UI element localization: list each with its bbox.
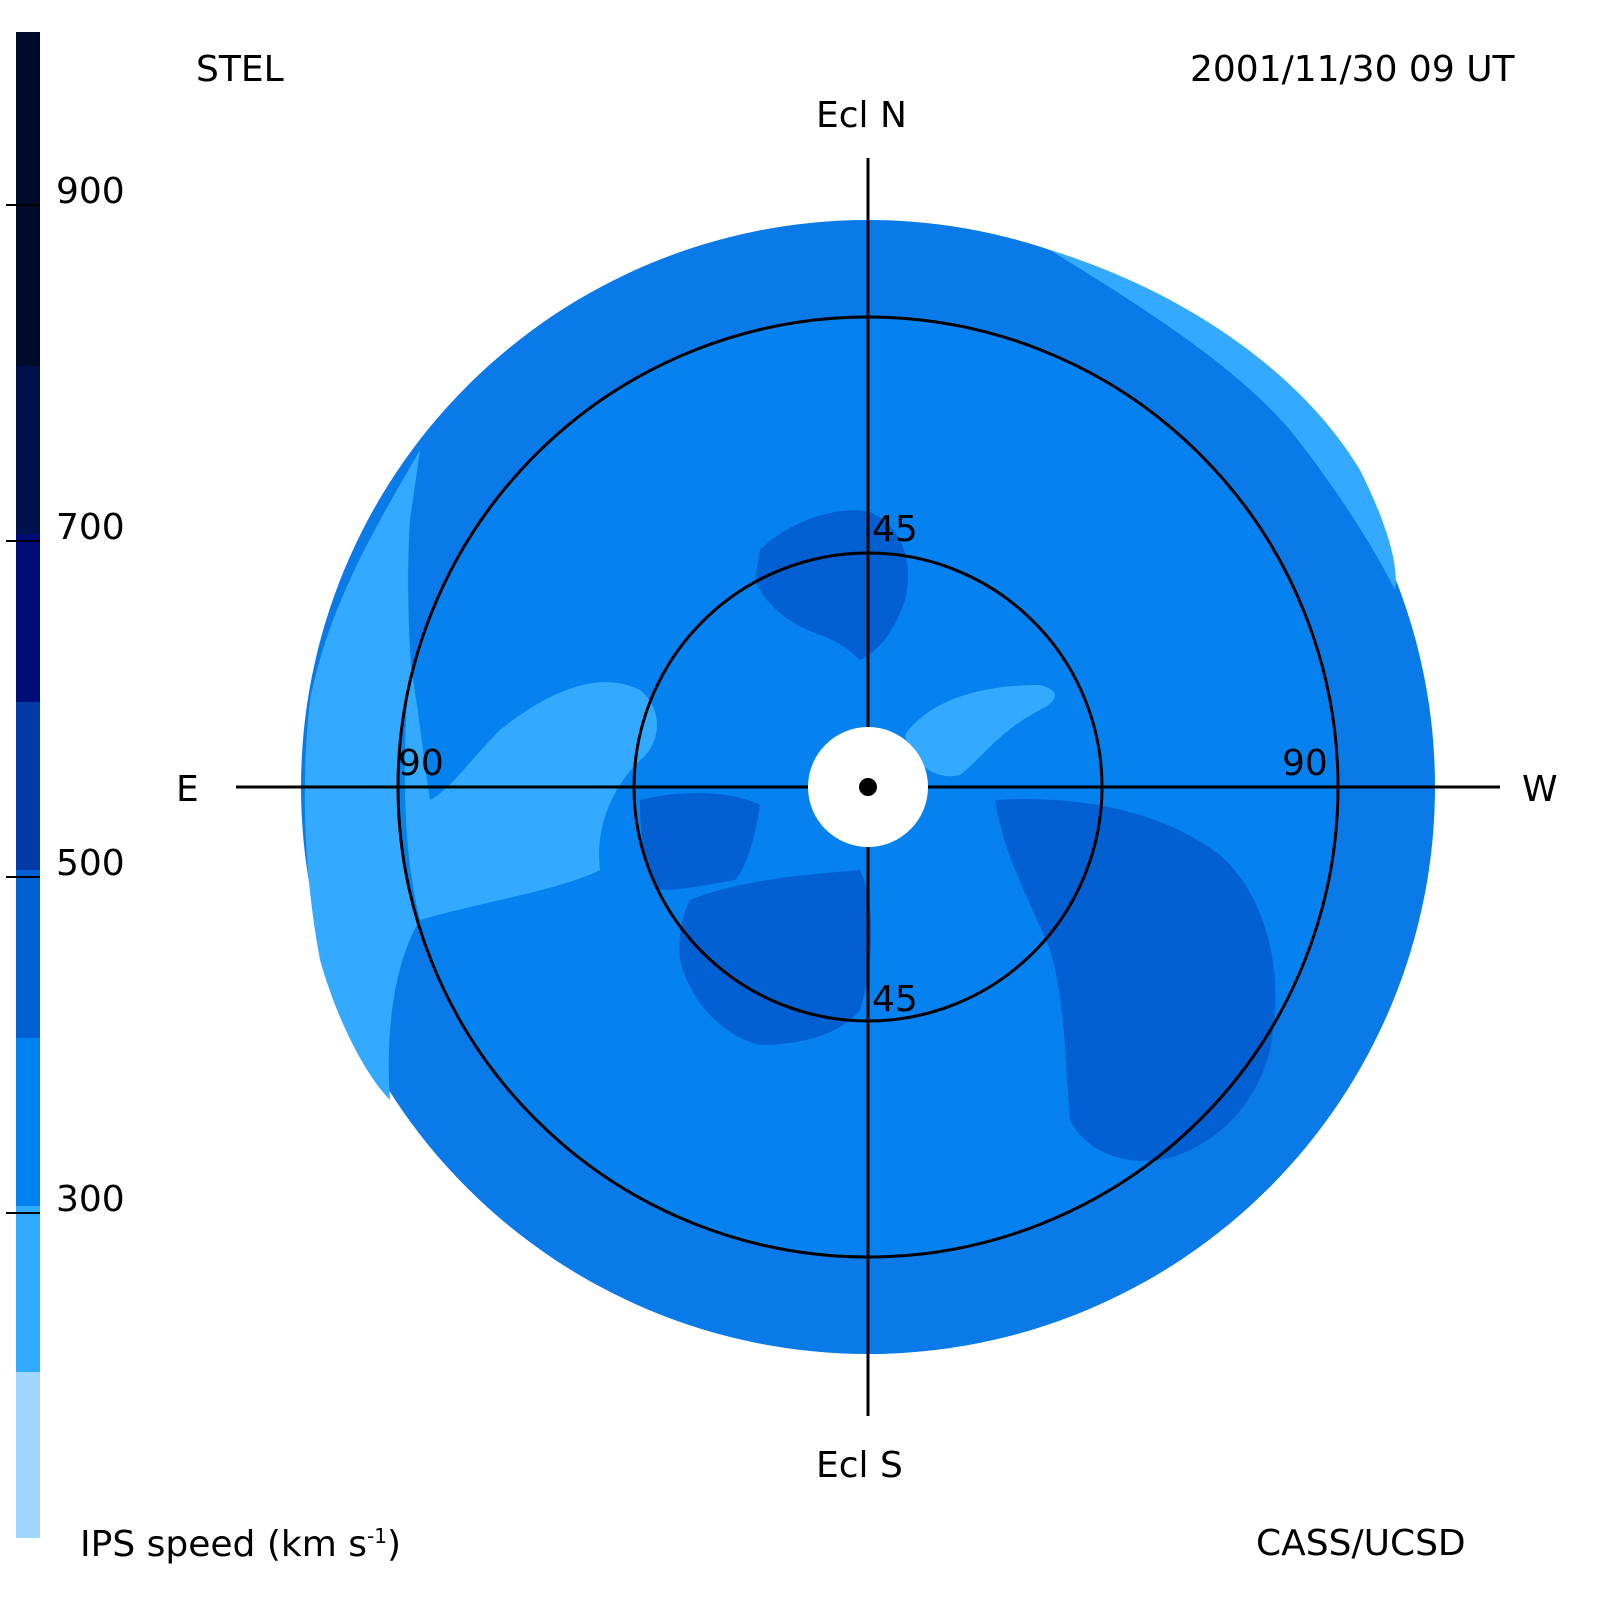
colorbar-segment-7 [16,1038,40,1206]
ring-45-top-label: 45 [872,509,918,550]
colorbar-label-500: 500 [56,843,125,884]
colorbar-segment-9 [16,1372,40,1538]
colorbar-segment-5 [16,702,40,870]
colorbar-segment-4 [16,534,40,702]
east-label: E [176,769,199,810]
ecliptic-north-label: Ecl N [816,95,907,136]
colorbar-label-900: 900 [56,171,125,212]
sun-center-dot [859,778,877,796]
colorbar-segment-6 [16,870,40,1038]
colorbar-segment-8 [16,1206,40,1372]
credit-label: CASS/UCSD [1256,1523,1466,1564]
map-slow-region-west-inner [905,685,1055,777]
west-label: W [1522,769,1558,810]
colorbar-tick-500 [6,876,40,878]
colorbar-title-end: ) [386,1524,401,1565]
colorbar-label-300: 300 [56,1179,125,1220]
colorbar-tick-300 [6,1212,40,1214]
ecliptic-south-label: Ecl S [816,1445,903,1486]
colorbar-segment-1 [16,32,40,198]
ring-90-right-label: 90 [1282,743,1328,784]
map-fast-region-south-inner [679,870,872,1045]
ring-90-left-label: 90 [398,743,444,784]
colorbar-title: IPS speed (km s-1) [80,1526,401,1563]
colorbar-title-exponent: -1 [366,1524,387,1548]
colorbar-tick-700 [6,540,40,542]
colorbar-segment-2 [16,198,40,366]
colorbar-label-700: 700 [56,507,125,548]
map-slow-region-east-inner [404,660,657,920]
colorbar-title-text: IPS speed (km s [80,1524,367,1565]
map-fast-region-southeast-inner [640,793,760,890]
timestamp-label: 2001/11/30 09 UT [1190,49,1515,90]
station-label: STEL [196,49,284,90]
map-fast-region-north [755,510,909,660]
colorbar-tick-900 [6,204,40,206]
ring-45-bottom-label: 45 [872,979,918,1020]
map-fast-region-southwest [995,799,1276,1161]
colorbar-segment-3 [16,366,40,534]
